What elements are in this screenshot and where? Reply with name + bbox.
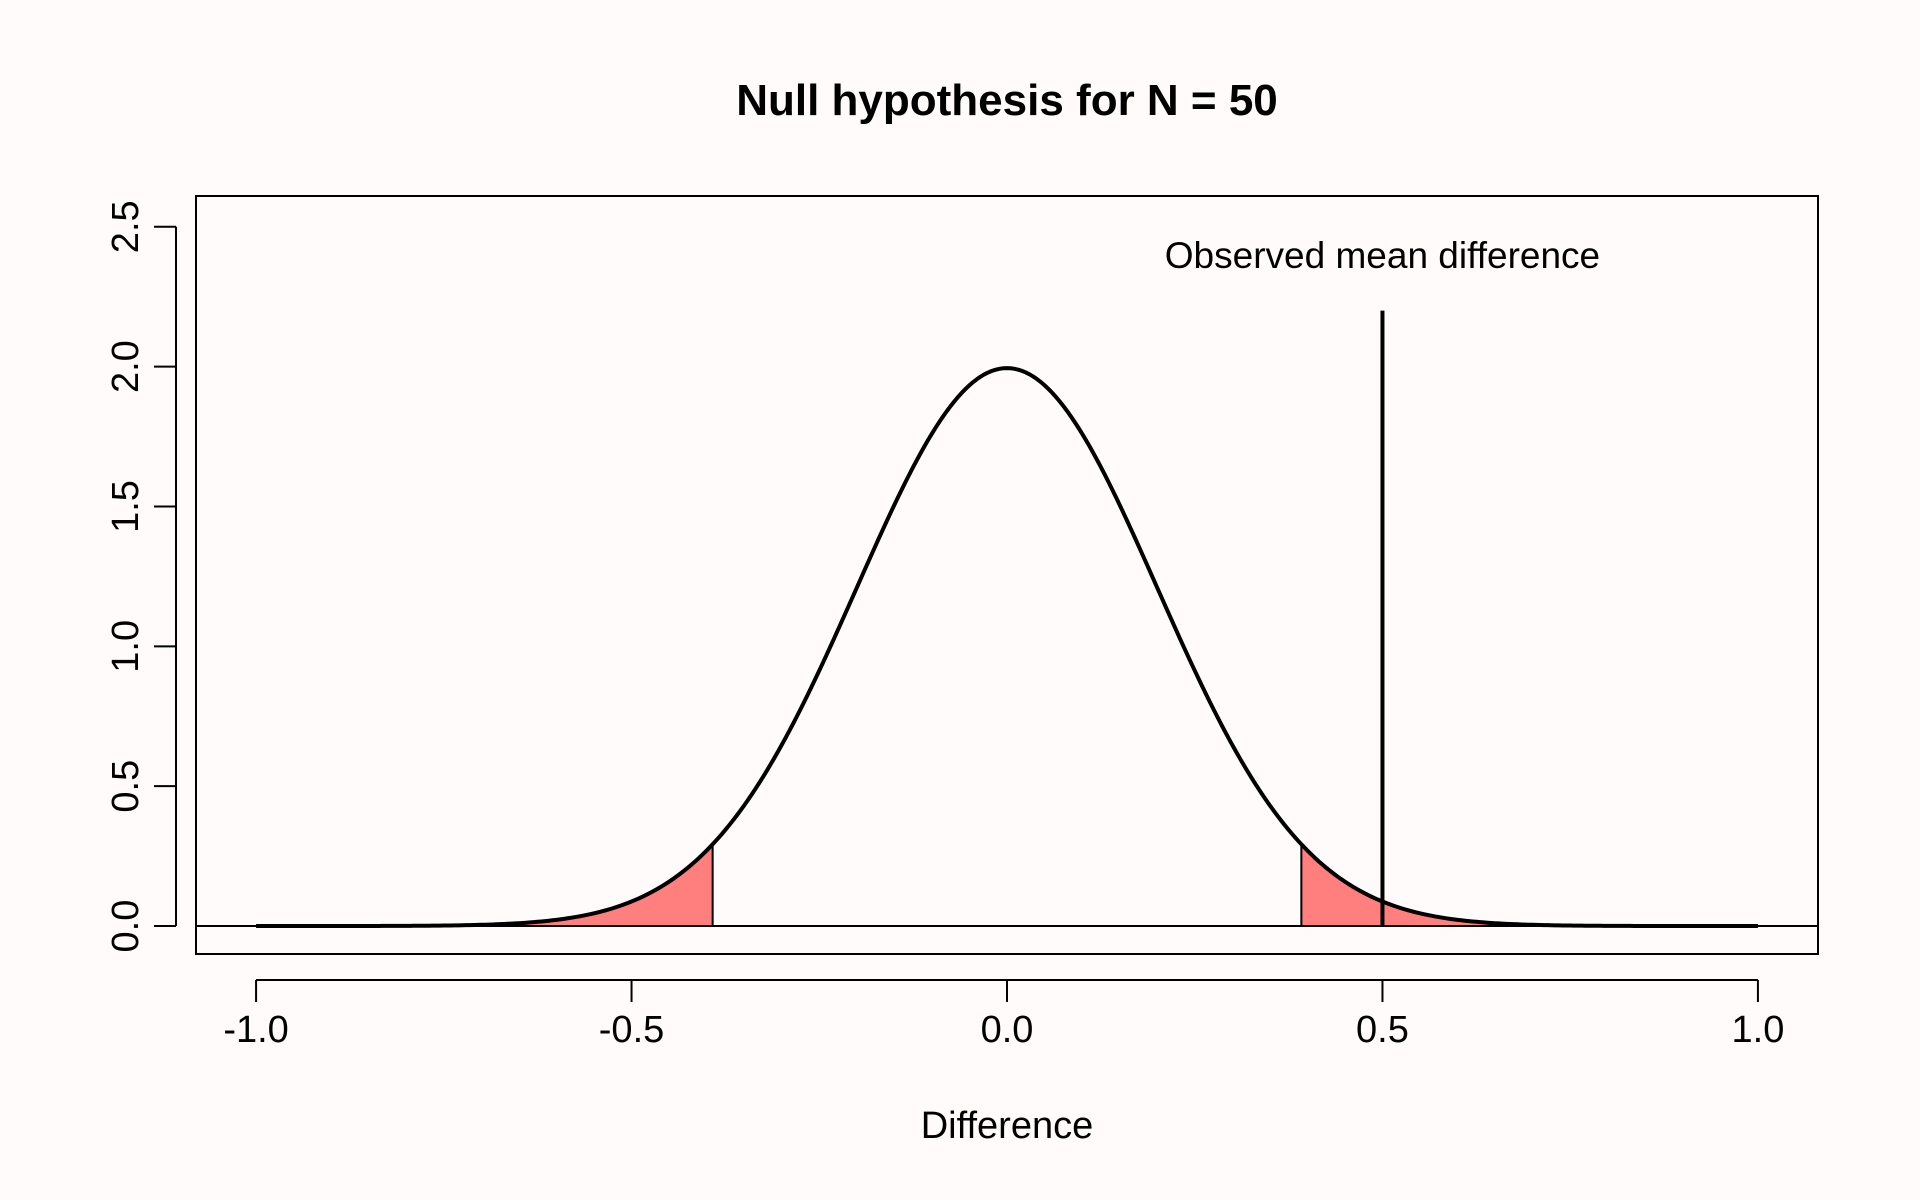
- observed-mean-difference-label: Observed mean difference: [1165, 235, 1600, 276]
- x-tick-label: 0.5: [1356, 1009, 1409, 1051]
- y-tick-label: 1.5: [105, 480, 147, 533]
- y-tick-label: 2.0: [105, 340, 147, 393]
- y-tick-label: 0.5: [105, 760, 147, 813]
- x-tick-label: 0.0: [981, 1009, 1034, 1051]
- plot-frame: [195, 195, 1819, 955]
- density-curves: [256, 366, 1758, 929]
- y-tick-label: 2.5: [105, 200, 147, 253]
- y-tick-label: 1.0: [105, 620, 147, 673]
- x-tick-label: 1.0: [1732, 1009, 1785, 1051]
- x-axis-label: Difference: [921, 1105, 1094, 1147]
- x-tick-label: -1.0: [223, 1009, 288, 1051]
- x-axis: -1.0 -0.5 0.0 0.5 1.0: [223, 979, 1785, 1051]
- x-tick-label: -0.5: [599, 1009, 664, 1051]
- y-tick-label: 0.0: [105, 900, 147, 953]
- chart-title: Null hypothesis for N = 50: [736, 76, 1278, 125]
- density-curve: [256, 366, 1758, 929]
- y-axis: 0.0 0.5 1.0 1.5 2.0 2.5: [105, 200, 177, 953]
- markers: Observed mean difference: [1165, 235, 1600, 927]
